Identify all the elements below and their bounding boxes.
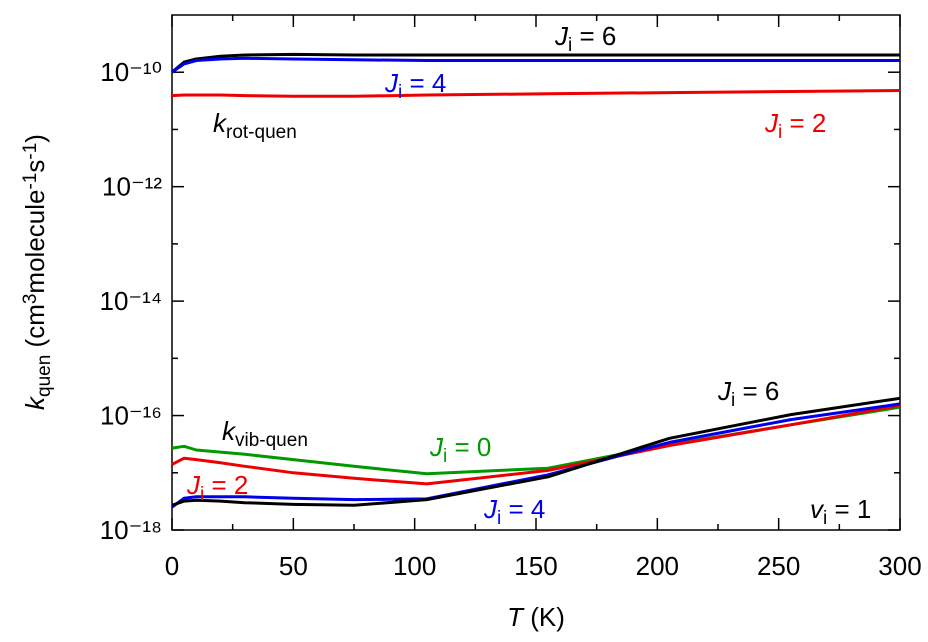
series-line (171, 396, 901, 507)
label-part: = 2 (782, 108, 826, 138)
label-part: k (20, 395, 50, 410)
annotation: Ji = 6 (554, 21, 616, 56)
label-part: = 2 (204, 470, 248, 500)
label-part: -1 (20, 143, 41, 160)
annotation: Ji = 4 (384, 68, 446, 103)
label-part: i (568, 35, 572, 56)
label-part: i (497, 508, 501, 529)
annotation: Ji = 4 (483, 494, 545, 529)
label-part: molecule (20, 190, 50, 294)
label-part: v (810, 494, 825, 524)
label-part: = 6 (572, 21, 616, 51)
annotation: Ji = 2 (764, 108, 826, 143)
x-tick-label: 150 (514, 551, 557, 581)
series-line (171, 402, 901, 509)
label-part: J (429, 432, 444, 462)
x-tick-label: 50 (279, 551, 308, 581)
label-part: -1 (20, 173, 41, 190)
label-part: (cm (20, 304, 50, 355)
annotation: Ji = 0 (429, 432, 491, 467)
series-line (171, 52, 900, 74)
x-tick-label: 100 (393, 551, 436, 581)
y-tick-label: 10⁻¹⁴ (100, 286, 162, 316)
y-tick-label: 10⁻¹² (102, 172, 162, 202)
label-part: i (443, 446, 447, 467)
label-part: (K) (523, 602, 565, 632)
label-part: vib-quen (235, 430, 308, 451)
label-part: = 4 (501, 494, 545, 524)
label-part: T (507, 602, 525, 632)
label-part: J (186, 470, 201, 500)
label-part: J (384, 68, 399, 98)
label-part: i (398, 82, 402, 103)
series-line (171, 56, 900, 74)
annotation: krot-quen (213, 108, 297, 143)
y-tick-label: 10⁻¹⁰ (100, 57, 162, 87)
label-part: ) (20, 134, 50, 143)
y-tick-label: 10⁻¹⁶ (100, 401, 162, 431)
label-part: i (778, 122, 782, 143)
x-tick-label: 250 (757, 551, 800, 581)
label-part: k (213, 108, 228, 138)
annotation: Ji = 2 (186, 470, 248, 505)
label-part: i (200, 484, 204, 505)
label-part: J (764, 108, 779, 138)
label-part: J (717, 376, 732, 406)
y-axis-label: kquen (cm3molecule-1s-1) (20, 134, 55, 410)
label-part: k (222, 416, 237, 446)
label-part: = 6 (735, 376, 779, 406)
label-part: quen (34, 355, 55, 397)
label-part: 3 (20, 294, 41, 305)
x-tick-label: 0 (165, 551, 179, 581)
series-line (171, 404, 901, 486)
label-part: = 1 (827, 494, 871, 524)
x-tick-label: 200 (636, 551, 679, 581)
label-part: J (483, 494, 498, 524)
series-line (171, 89, 901, 98)
label-part: i (731, 390, 735, 411)
x-axis-label: T (K) (507, 602, 565, 632)
label-part: rot-quen (226, 122, 297, 143)
label-part: = 0 (447, 432, 491, 462)
label-part: J (554, 21, 569, 51)
y-tick-label: 10⁻¹⁸ (100, 515, 162, 545)
annotation: kvib-quen (222, 416, 308, 451)
label-part: s (20, 160, 50, 173)
annotation: vi = 1 (810, 494, 871, 529)
annotation: Ji = 6 (717, 376, 779, 411)
label-part: = 4 (402, 68, 446, 98)
label-part: i (823, 508, 827, 529)
x-tick-label: 300 (878, 551, 921, 581)
